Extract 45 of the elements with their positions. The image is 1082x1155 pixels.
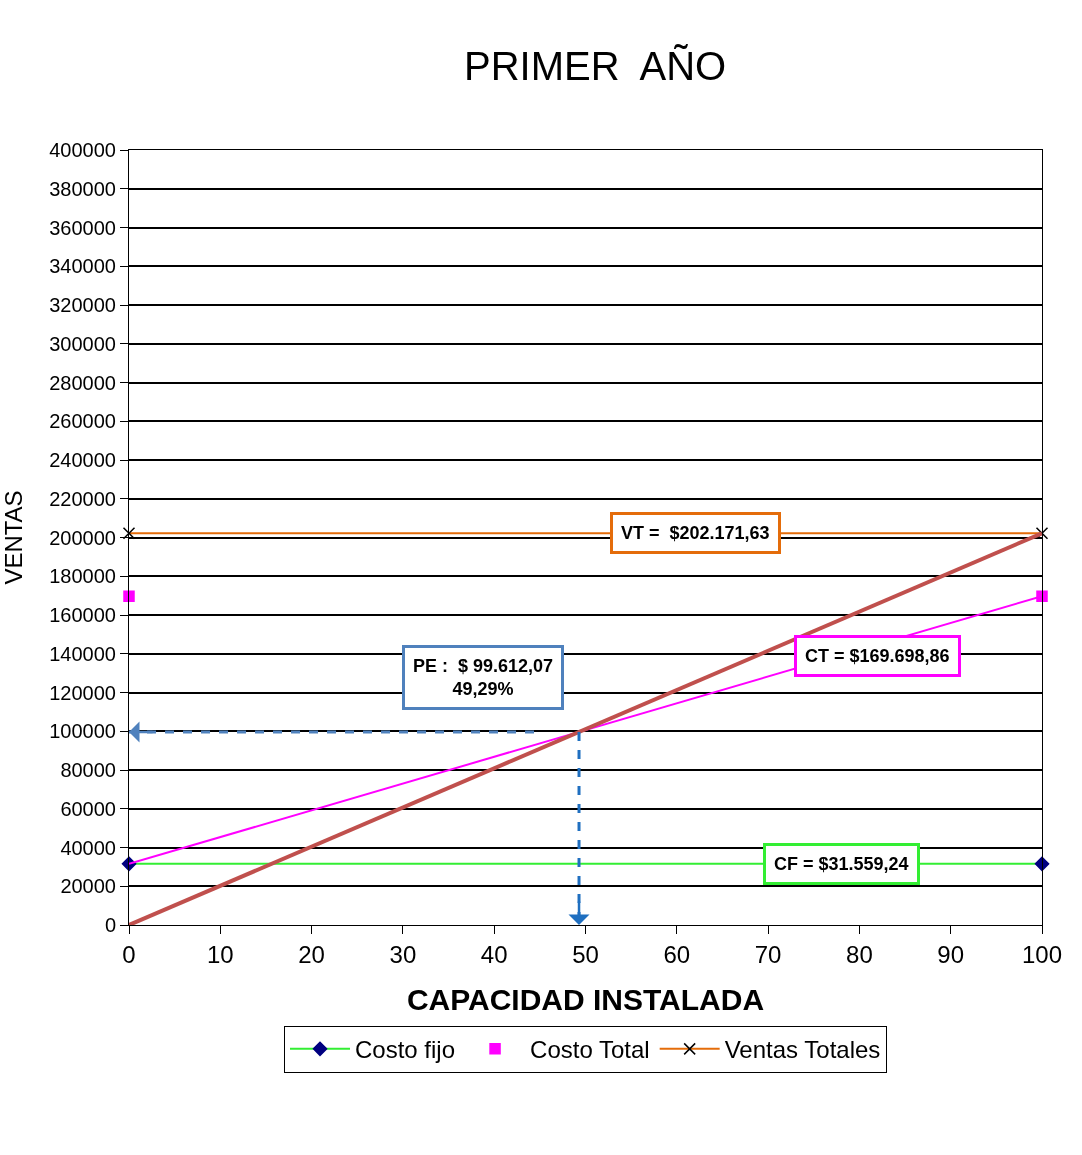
y-tick-label: 180000 xyxy=(49,565,116,588)
y-tick-label: 40000 xyxy=(60,836,116,859)
y-tick-label: 100000 xyxy=(49,720,116,743)
x-tick-label: 0 xyxy=(122,940,136,968)
y-tick-label: 220000 xyxy=(49,487,116,510)
y-tick-label: 240000 xyxy=(49,449,116,471)
x-tick-label: 90 xyxy=(937,940,965,968)
point xyxy=(1036,590,1048,602)
x-tick-label: 100 xyxy=(1021,940,1063,968)
legend-label: Costo Total xyxy=(530,1036,650,1064)
chart-title: PRIMER AÑO xyxy=(463,43,727,88)
y-tick-label: 320000 xyxy=(49,294,116,316)
x-tick-label: 40 xyxy=(480,940,508,968)
y-tick-label: 300000 xyxy=(49,332,116,355)
y-tick-label: 280000 xyxy=(49,371,116,394)
x-tick-label: 60 xyxy=(663,940,691,968)
annotation: PE : $ 99.612,07 49,29% xyxy=(413,656,554,700)
point xyxy=(1035,527,1049,540)
legend-label: Costo fijo xyxy=(355,1036,456,1064)
y-tick-label: 160000 xyxy=(49,604,116,626)
x-tick-label: 10 xyxy=(206,940,234,968)
x-axis-title: CAPACIDAD INSTALADA xyxy=(406,983,765,1017)
x-tick-label: 30 xyxy=(389,940,417,968)
y-tick-label: 260000 xyxy=(49,410,116,433)
y-tick-label: 400000 xyxy=(49,139,116,161)
annotation: VT = $202.171,63 xyxy=(621,523,770,543)
y-tick-label: 60000 xyxy=(60,797,116,820)
y-axis-title: VENTAS xyxy=(0,490,27,585)
y-tick-label: 360000 xyxy=(49,216,116,239)
y-tick-label: 200000 xyxy=(49,526,116,549)
y-tick-label: 120000 xyxy=(49,681,116,704)
x-tick-label: 50 xyxy=(572,940,599,968)
y-tick-label: 340000 xyxy=(49,255,116,278)
x-tick-label: 80 xyxy=(846,940,873,968)
legend-label: Ventas Totales xyxy=(724,1036,881,1064)
annotation: CT = $169.698,86 xyxy=(805,646,950,666)
point xyxy=(123,590,135,602)
y-tick-label: 140000 xyxy=(49,642,116,665)
y-tick-label: 80000 xyxy=(60,759,116,781)
annotation: CF = $31.559,24 xyxy=(774,854,909,874)
x-tick-label: 20 xyxy=(298,940,325,968)
y-tick-label: 0 xyxy=(104,914,116,936)
y-tick-label: 380000 xyxy=(49,177,116,200)
x-tick-label: 70 xyxy=(754,940,782,968)
y-tick-label: 20000 xyxy=(60,875,116,898)
